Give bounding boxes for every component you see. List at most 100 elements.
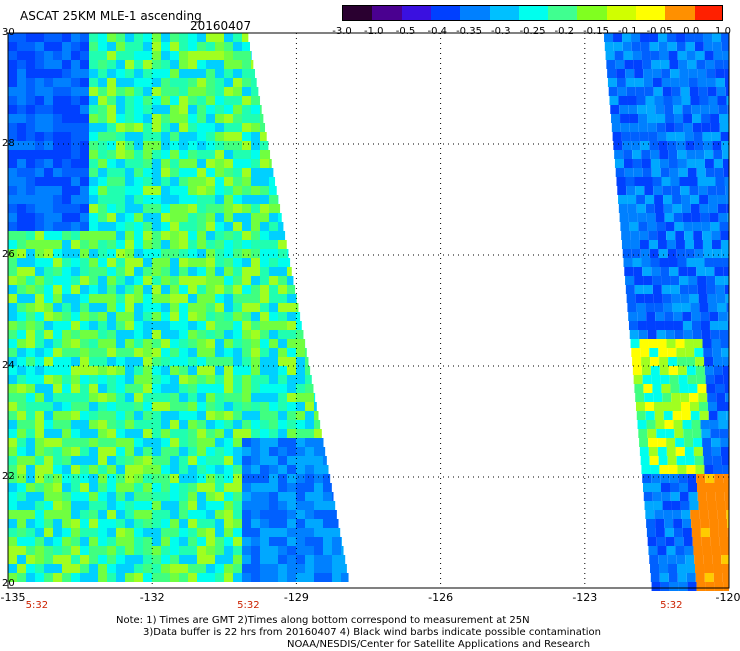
swath-cell — [80, 42, 89, 51]
swath-cell — [224, 357, 233, 366]
swath-cell — [660, 267, 669, 276]
swath-cell — [269, 168, 273, 177]
swath-cell — [625, 69, 634, 78]
swath-cell — [44, 303, 53, 312]
swath-cell — [17, 51, 26, 60]
swath-cell — [116, 384, 125, 393]
swath-cell — [695, 456, 704, 465]
swath-cell — [242, 267, 251, 276]
swath-cell — [642, 267, 651, 276]
swath-cell — [80, 114, 89, 123]
swath-cell — [668, 465, 677, 474]
swath-cell — [53, 429, 62, 438]
swath-cell — [323, 492, 332, 501]
swath-cell — [215, 285, 224, 294]
swath-cell — [98, 285, 107, 294]
swath-cell — [188, 456, 197, 465]
swath-cell — [80, 204, 89, 213]
swath-cell — [715, 168, 724, 177]
swath-cell — [664, 312, 673, 321]
swath-cell — [668, 150, 677, 159]
swath-cell — [233, 78, 242, 87]
swath-cell — [188, 51, 197, 60]
swath-cell — [651, 267, 660, 276]
swath-cell — [233, 168, 242, 177]
swath-cell — [721, 555, 729, 564]
swath-cell — [722, 150, 729, 159]
swath-cell — [8, 402, 17, 411]
swath-cell — [677, 456, 686, 465]
swath-cell — [80, 276, 89, 285]
swath-cell — [170, 168, 179, 177]
swath-cell — [53, 186, 62, 195]
swath-cell — [296, 465, 305, 474]
swath-cell — [197, 87, 206, 96]
swath-cell — [8, 105, 17, 114]
swath-cell — [674, 213, 683, 222]
swath-cell — [688, 582, 697, 591]
swath-cell — [716, 285, 725, 294]
swath-cell — [188, 429, 197, 438]
swath-cell — [215, 258, 224, 267]
swath-cell — [152, 474, 161, 483]
swath-cell — [640, 141, 649, 150]
swath-cell — [206, 321, 215, 330]
swath-cell — [89, 78, 98, 87]
swath-cell — [233, 258, 242, 267]
swath-cell — [125, 222, 134, 231]
swath-cell — [26, 537, 35, 546]
swath-cell — [659, 357, 668, 366]
swath-cell — [116, 285, 125, 294]
swath-cell — [80, 447, 89, 456]
swath-cell — [706, 582, 715, 591]
swath-cell — [62, 375, 71, 384]
swath-cell — [697, 168, 706, 177]
swath-cell — [26, 501, 35, 510]
swath-cell — [615, 159, 624, 168]
swath-cell — [251, 375, 260, 384]
swath-cell — [314, 393, 315, 402]
swath-cell — [663, 510, 672, 519]
swath-cell — [170, 546, 179, 555]
swath-cell — [98, 186, 107, 195]
swath-cell — [650, 42, 659, 51]
swath-cell — [624, 159, 633, 168]
swath-cell — [242, 96, 251, 105]
swath-cell — [134, 78, 143, 87]
swath-cell — [179, 42, 188, 51]
swath-cell — [197, 114, 206, 123]
swath-cell — [161, 384, 170, 393]
swath-cell — [684, 231, 693, 240]
swath-cell — [206, 420, 215, 429]
swath-cell — [44, 177, 53, 186]
swath-cell — [687, 51, 696, 60]
swath-cell — [116, 42, 125, 51]
swath-cell — [233, 483, 242, 492]
swath-cell — [197, 285, 206, 294]
swath-cell — [35, 420, 44, 429]
swath-cell — [278, 465, 287, 474]
latitude-tick-label: 26 — [2, 249, 15, 260]
swath-cell — [161, 195, 170, 204]
swath-cell — [26, 249, 35, 258]
swath-cell — [152, 492, 161, 501]
swath-cell — [305, 456, 314, 465]
swath-cell — [179, 501, 188, 510]
swath-cell — [224, 132, 233, 141]
swath-cell — [26, 69, 35, 78]
swath-cell — [71, 114, 80, 123]
swath-cell — [620, 222, 629, 231]
swath-cell — [215, 177, 224, 186]
swath-cell — [699, 87, 708, 96]
swath-cell — [671, 186, 680, 195]
swath-cell — [613, 132, 622, 141]
swath-cell — [152, 528, 161, 537]
swath-cell — [233, 177, 242, 186]
swath-cell — [206, 312, 215, 321]
swath-cell — [62, 186, 71, 195]
swath-cell — [98, 420, 107, 429]
swath-cell — [116, 411, 125, 420]
swath-cell — [179, 420, 188, 429]
swath-cell — [107, 141, 116, 150]
swath-cell — [35, 204, 44, 213]
